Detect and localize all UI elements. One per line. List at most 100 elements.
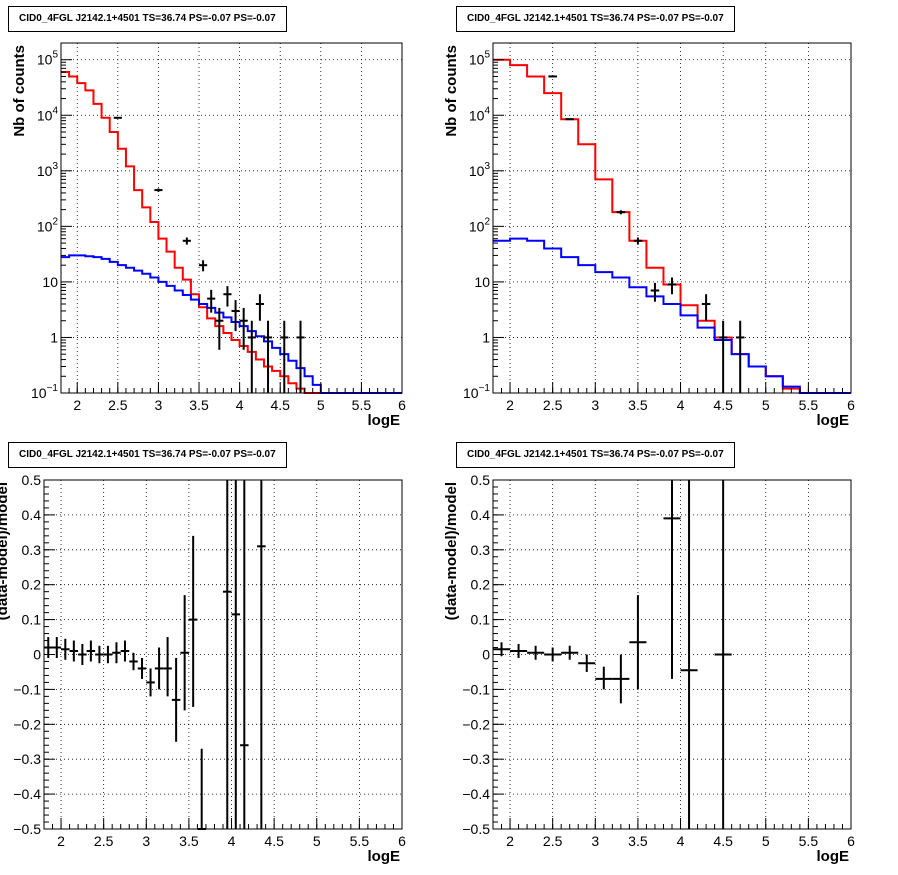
- data-point: [197, 748, 206, 830]
- x-tick-label: 2: [73, 397, 81, 413]
- data-point: [112, 642, 121, 664]
- chart-pad-2: 2 2.5 3 3.5 4 4.5 5 5.5 6 −0.5 −0.4 −0.3 −0.2 −0.1 0 0.…: [0, 472, 406, 865]
- x-tick-label: 3.5: [179, 833, 199, 849]
- x-tick-label: 2: [57, 833, 65, 849]
- x-tick-label: 4.5: [713, 397, 733, 413]
- y-tick-label: 102: [469, 216, 491, 234]
- data-point: [223, 286, 232, 307]
- y-tick-label: 105: [469, 50, 491, 68]
- x-tick-label: 3: [142, 833, 150, 849]
- x-tick-label: 2.5: [543, 397, 563, 413]
- y-tick-label: 0.5: [471, 472, 491, 488]
- chart-pad-0: 2 2.5 3 3.5 4 4.5 5 5.5 6 10−1 1 10 102 103 104 105 logE…: [11, 42, 406, 429]
- x-tick-label: 4.5: [270, 397, 290, 413]
- y-tick-label: 10−1: [463, 383, 490, 401]
- y-tick-label: 0.3: [22, 542, 42, 558]
- x-axis-label: logE: [817, 848, 850, 865]
- x-tick-label: 4.5: [713, 833, 733, 849]
- data-layer: [493, 58, 851, 394]
- series-histogram: [61, 254, 402, 394]
- y-axis-label: Nb of counts: [443, 45, 460, 137]
- y-tick-label: 0.5: [22, 472, 42, 488]
- y-axis-label: Nb of counts: [11, 45, 28, 137]
- data-point: [296, 320, 305, 393]
- y-tick-label: −0.5: [13, 821, 41, 837]
- data-layer: [44, 480, 266, 830]
- data-point: [612, 654, 630, 704]
- data-point: [718, 320, 728, 393]
- data-point: [667, 277, 677, 295]
- data-point: [578, 654, 596, 672]
- data-point: [493, 642, 511, 657]
- data-point: [171, 657, 181, 742]
- x-tick-label: 5: [762, 833, 770, 849]
- y-tick-label: 0: [482, 647, 490, 663]
- data-point: [527, 645, 545, 660]
- y-tick-label: 103: [37, 161, 59, 179]
- x-tick-label: 5.5: [799, 833, 819, 849]
- x-tick-label: 6: [847, 397, 855, 413]
- x-tick-label: 2.5: [94, 833, 114, 849]
- y-tick-label: 0: [33, 647, 41, 663]
- x-tick-label: 3: [591, 397, 599, 413]
- data-point: [257, 480, 266, 829]
- y-tick-label: 105: [37, 50, 59, 68]
- y-tick-label: −0.4: [462, 786, 490, 802]
- x-tick-label: 3: [591, 833, 599, 849]
- axes: 2 2.5 3 3.5 4 4.5 5 5.5 6 10−1 1 10 102 103 104 105 logE…: [443, 42, 855, 429]
- data-point: [78, 644, 87, 665]
- data-layer: [493, 480, 732, 829]
- data-point: [544, 647, 562, 662]
- data-point: [129, 652, 138, 671]
- data-point: [629, 595, 647, 690]
- grid: [493, 43, 851, 393]
- axes: 2 2.5 3 3.5 4 4.5 5 5.5 6 −0.5 −0.4 −0.3 −0.2 −0.1 0 0.…: [0, 472, 406, 865]
- data-point: [510, 644, 528, 658]
- data-point: [215, 307, 224, 350]
- y-tick-label: 1: [50, 329, 58, 345]
- data-point: [247, 320, 256, 393]
- x-tick-label: 4: [228, 833, 236, 849]
- y-tick-label: −0.4: [13, 786, 41, 802]
- x-tick-label: 6: [847, 833, 855, 849]
- data-point: [120, 640, 130, 662]
- chart-title: CID0_4FGL J2142.1+4501 TS=36.74 PS=-0.07…: [456, 442, 735, 468]
- axes: 2 2.5 3 3.5 4 4.5 5 5.5 6 10−1 1 10 102 103 104 105 logE…: [11, 42, 406, 429]
- y-tick-label: −0.3: [462, 751, 490, 767]
- data-point: [680, 480, 698, 829]
- x-tick-label: 5.5: [799, 397, 819, 413]
- series-histogram: [493, 237, 851, 394]
- data-point: [565, 118, 574, 121]
- y-axis-label: (data-model)/model: [0, 482, 11, 620]
- y-tick-label: 103: [469, 161, 491, 179]
- x-tick-label: 5: [762, 397, 770, 413]
- y-tick-label: −0.3: [13, 751, 41, 767]
- x-tick-label: 5.5: [350, 833, 370, 849]
- x-tick-label: 4: [677, 397, 685, 413]
- data-point: [182, 237, 191, 245]
- data-point: [95, 645, 104, 664]
- y-tick-label: −0.1: [13, 681, 41, 697]
- x-tick-label: 5.5: [352, 397, 372, 413]
- chart-pad-3: 2 2.5 3 3.5 4 4.5 5 5.5 6 −0.5 −0.4 −0.3 −0.2 −0.1 0 0.…: [443, 472, 855, 865]
- data-point: [595, 666, 613, 690]
- y-tick-label: 0.2: [471, 577, 491, 593]
- y-tick-label: 0.4: [22, 507, 42, 523]
- data-point: [616, 210, 626, 215]
- x-tick-label: 4: [236, 397, 244, 413]
- chart-title: CID0_4FGL J2142.1+4501 TS=36.74 PS=-0.07…: [8, 6, 287, 32]
- y-tick-label: −0.5: [462, 821, 490, 837]
- plot-frame: [492, 42, 852, 394]
- x-axis-label: logE: [368, 412, 401, 429]
- y-tick-label: 104: [37, 105, 59, 123]
- data-point: [61, 638, 70, 660]
- y-tick-label: 1: [482, 329, 490, 345]
- data-layer: [61, 71, 402, 394]
- y-tick-label: −0.2: [462, 716, 490, 732]
- x-axis-label: logE: [368, 848, 401, 865]
- x-tick-label: 5: [317, 397, 325, 413]
- x-axis-label: logE: [817, 412, 850, 429]
- x-tick-label: 2.5: [108, 397, 128, 413]
- y-tick-label: −0.2: [13, 716, 41, 732]
- x-tick-label: 3: [155, 397, 163, 413]
